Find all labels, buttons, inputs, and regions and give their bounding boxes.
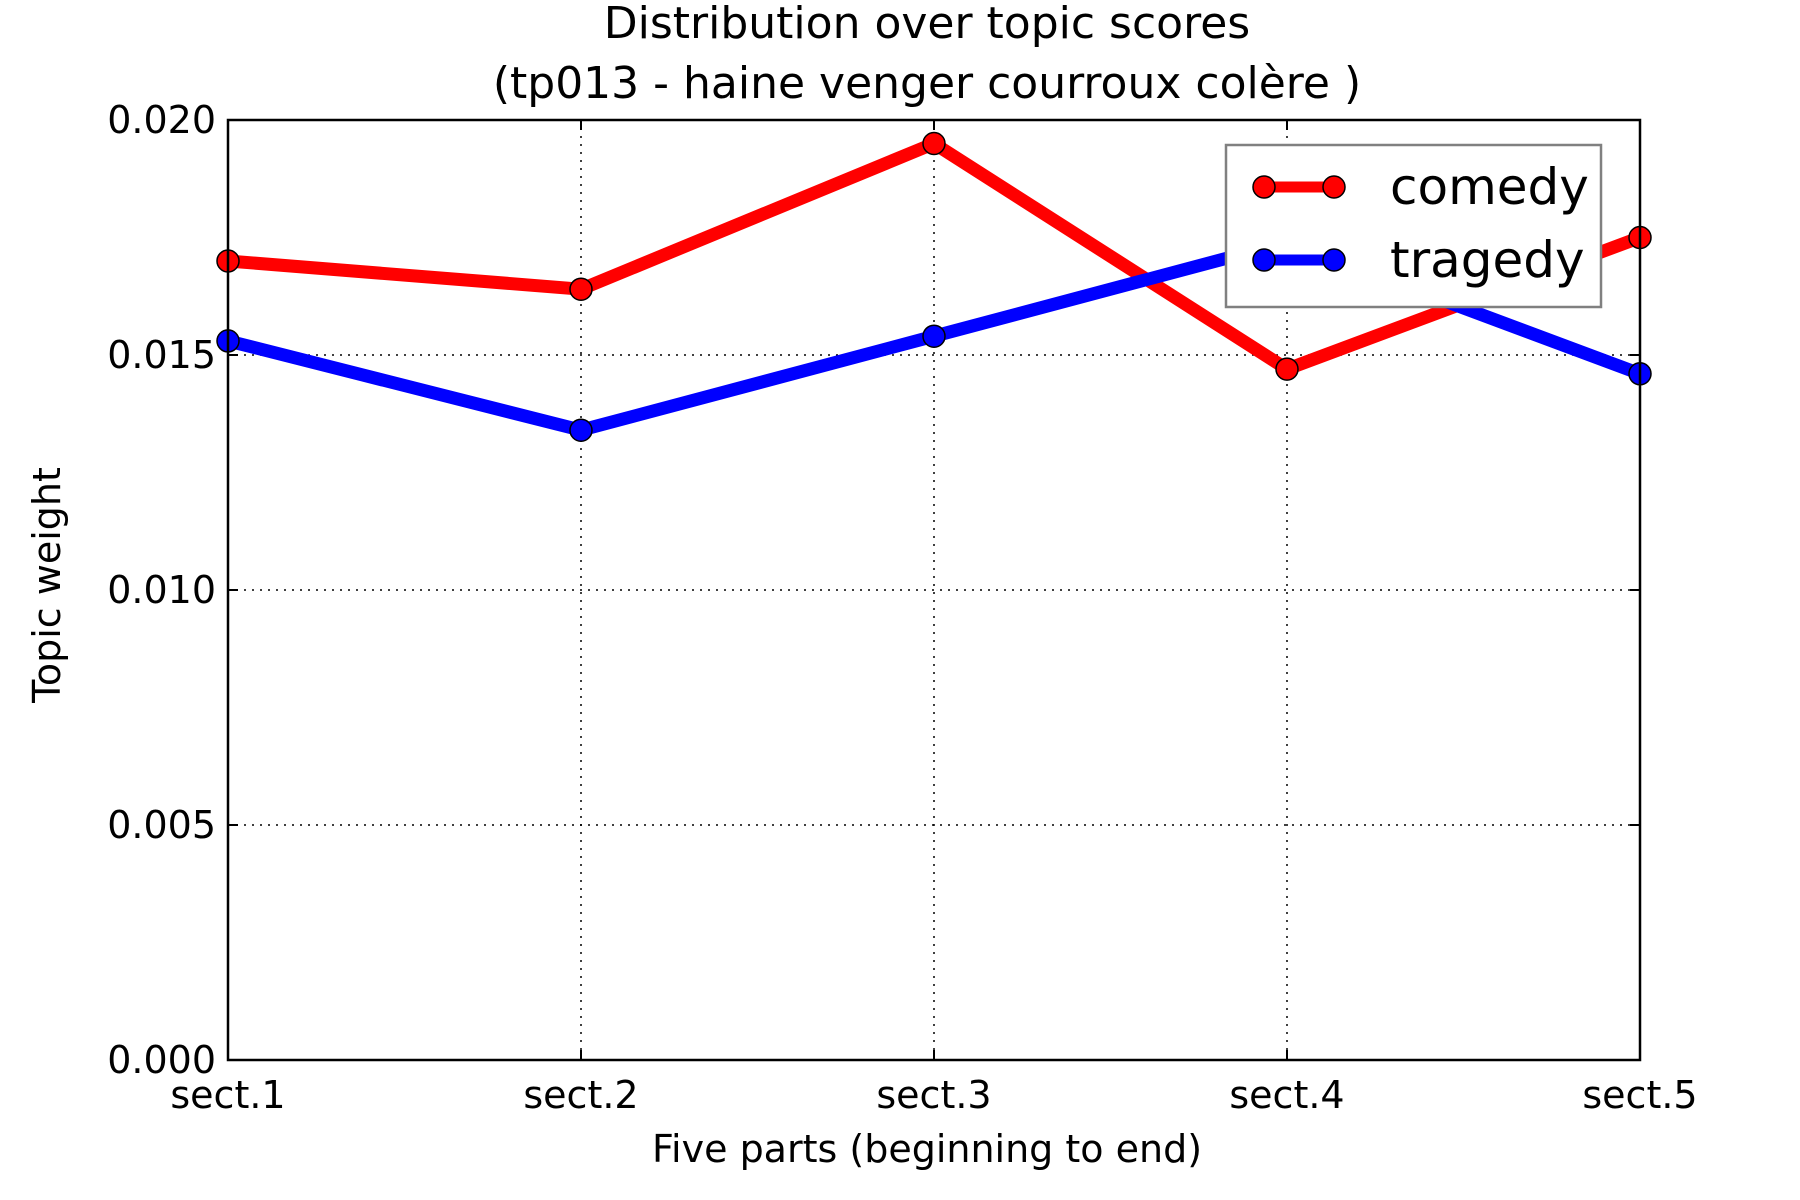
- x-tick-label: sect.1: [170, 1073, 285, 1117]
- y-tick-label: 0.010: [107, 568, 216, 612]
- legend-marker-comedy-2: [1322, 175, 1346, 199]
- y-tick-label: 0.020: [107, 98, 216, 142]
- x-tick-label: sect.4: [1229, 1073, 1344, 1117]
- data-point-tragedy: [569, 418, 593, 442]
- chart-subtitle: (tp013 - haine venger courroux colère ): [493, 58, 1361, 109]
- legend-label-tragedy: tragedy: [1390, 231, 1585, 289]
- x-tick-label: sect.5: [1582, 1073, 1697, 1117]
- chart-title: Distribution over topic scores: [604, 0, 1250, 49]
- legend-box: [1224, 143, 1603, 309]
- data-point-comedy: [922, 131, 946, 156]
- y-tick-label: 0.000: [107, 1038, 216, 1082]
- x-tick-labels: sect.1 sect.2 sect.3 sect.4 sect.5: [170, 1073, 1697, 1117]
- x-tick-label: sect.2: [523, 1073, 638, 1117]
- gridlines: [228, 120, 1640, 1060]
- legend-marker-tragedy-2: [1322, 248, 1346, 272]
- data-point-comedy: [569, 277, 593, 301]
- x-axis-label: Five parts (beginning to end): [652, 1127, 1202, 1171]
- y-tick-label: 0.015: [107, 333, 216, 377]
- legend-marker-comedy-1: [1252, 175, 1276, 199]
- y-axis-label: Topic weight: [25, 467, 69, 704]
- y-tick-label: 0.005: [107, 803, 216, 847]
- legend-marker-tragedy-1: [1252, 248, 1276, 272]
- y-tick-labels: 0.000 0.005 0.010 0.015 0.020: [107, 98, 216, 1082]
- legend: comedy tragedy: [1224, 143, 1603, 309]
- data-point-tragedy: [922, 324, 946, 348]
- axis-ticks: [227, 119, 1641, 1061]
- data-point-comedy: [1275, 357, 1299, 381]
- x-tick-label: sect.3: [876, 1073, 991, 1117]
- legend-label-comedy: comedy: [1390, 158, 1589, 216]
